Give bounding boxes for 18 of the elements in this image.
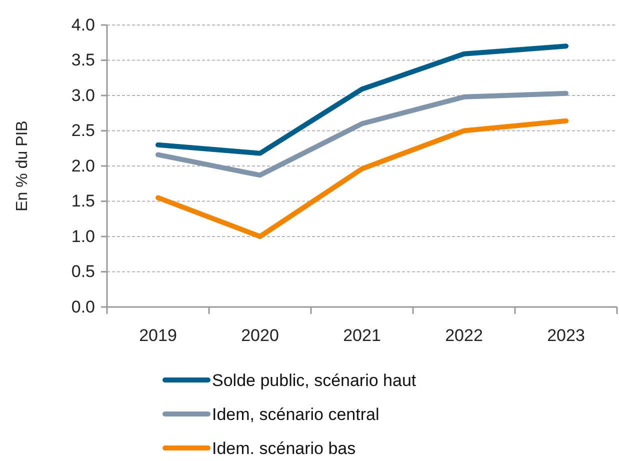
x-tick-label: 2023 (547, 326, 585, 346)
y-tick-label: 2.0 (71, 156, 95, 176)
y-tick-label: 1.0 (71, 226, 95, 246)
y-tick-label: 0.0 (71, 297, 95, 316)
y-tick-label: 2.5 (71, 121, 95, 140)
legend-label: Idem. scénario bas (212, 438, 356, 458)
legend-label: Solde public, scénario haut (212, 370, 416, 390)
y-tick-label: 3.0 (71, 86, 95, 105)
y-tick-label: 1.5 (71, 192, 95, 211)
x-tick-label: 2022 (445, 326, 483, 346)
legend-label: Idem, scénario central (212, 404, 380, 424)
y-tick-label: 4.0 (71, 15, 95, 34)
y-axis-title: En % du PIB (14, 120, 31, 212)
y-tick-label: 0.5 (71, 262, 95, 282)
x-tick-label: 2021 (343, 326, 381, 346)
y-tick-label: 3.5 (71, 50, 95, 70)
x-tick-label: 2020 (241, 326, 279, 346)
x-tick-label: 2019 (139, 326, 177, 346)
